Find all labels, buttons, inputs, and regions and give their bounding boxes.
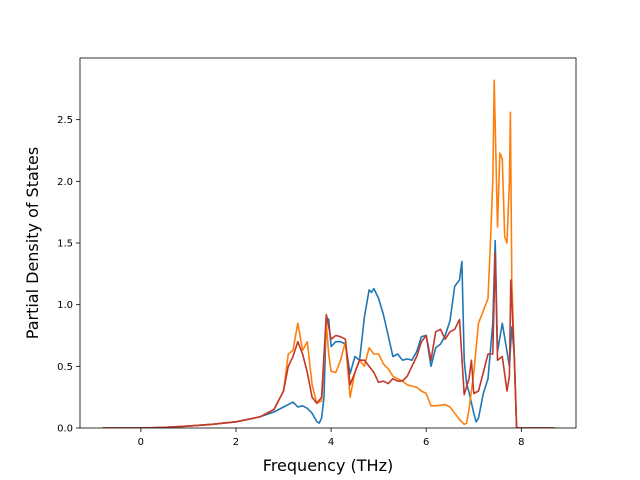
series-line-2 xyxy=(102,79,555,428)
y-tick-label: 2.0 xyxy=(57,177,73,188)
x-tick-label: 2 xyxy=(233,437,239,448)
x-tick-label: 0 xyxy=(138,437,144,448)
y-tick-label: 0.0 xyxy=(57,424,73,435)
y-tick-label: 0.5 xyxy=(57,362,73,373)
y-axis-ticks: 0.0 0.5 1.0 1.5 2.0 2.5 xyxy=(57,115,80,435)
x-axis-ticks: 0 2 4 6 8 xyxy=(138,428,524,448)
series-line-3 xyxy=(102,252,555,428)
y-axis-label: Partial Density of States xyxy=(23,147,42,339)
y-tick-label: 1.5 xyxy=(57,239,73,250)
x-tick-label: 4 xyxy=(328,437,334,448)
x-tick-label: 6 xyxy=(423,437,429,448)
series-line-1 xyxy=(102,239,555,428)
x-tick-label: 8 xyxy=(518,437,524,448)
x-axis-label: Frequency (THz) xyxy=(263,456,393,475)
y-tick-label: 1.0 xyxy=(57,300,73,311)
series-layer xyxy=(102,79,555,428)
y-tick-label: 2.5 xyxy=(57,115,73,126)
